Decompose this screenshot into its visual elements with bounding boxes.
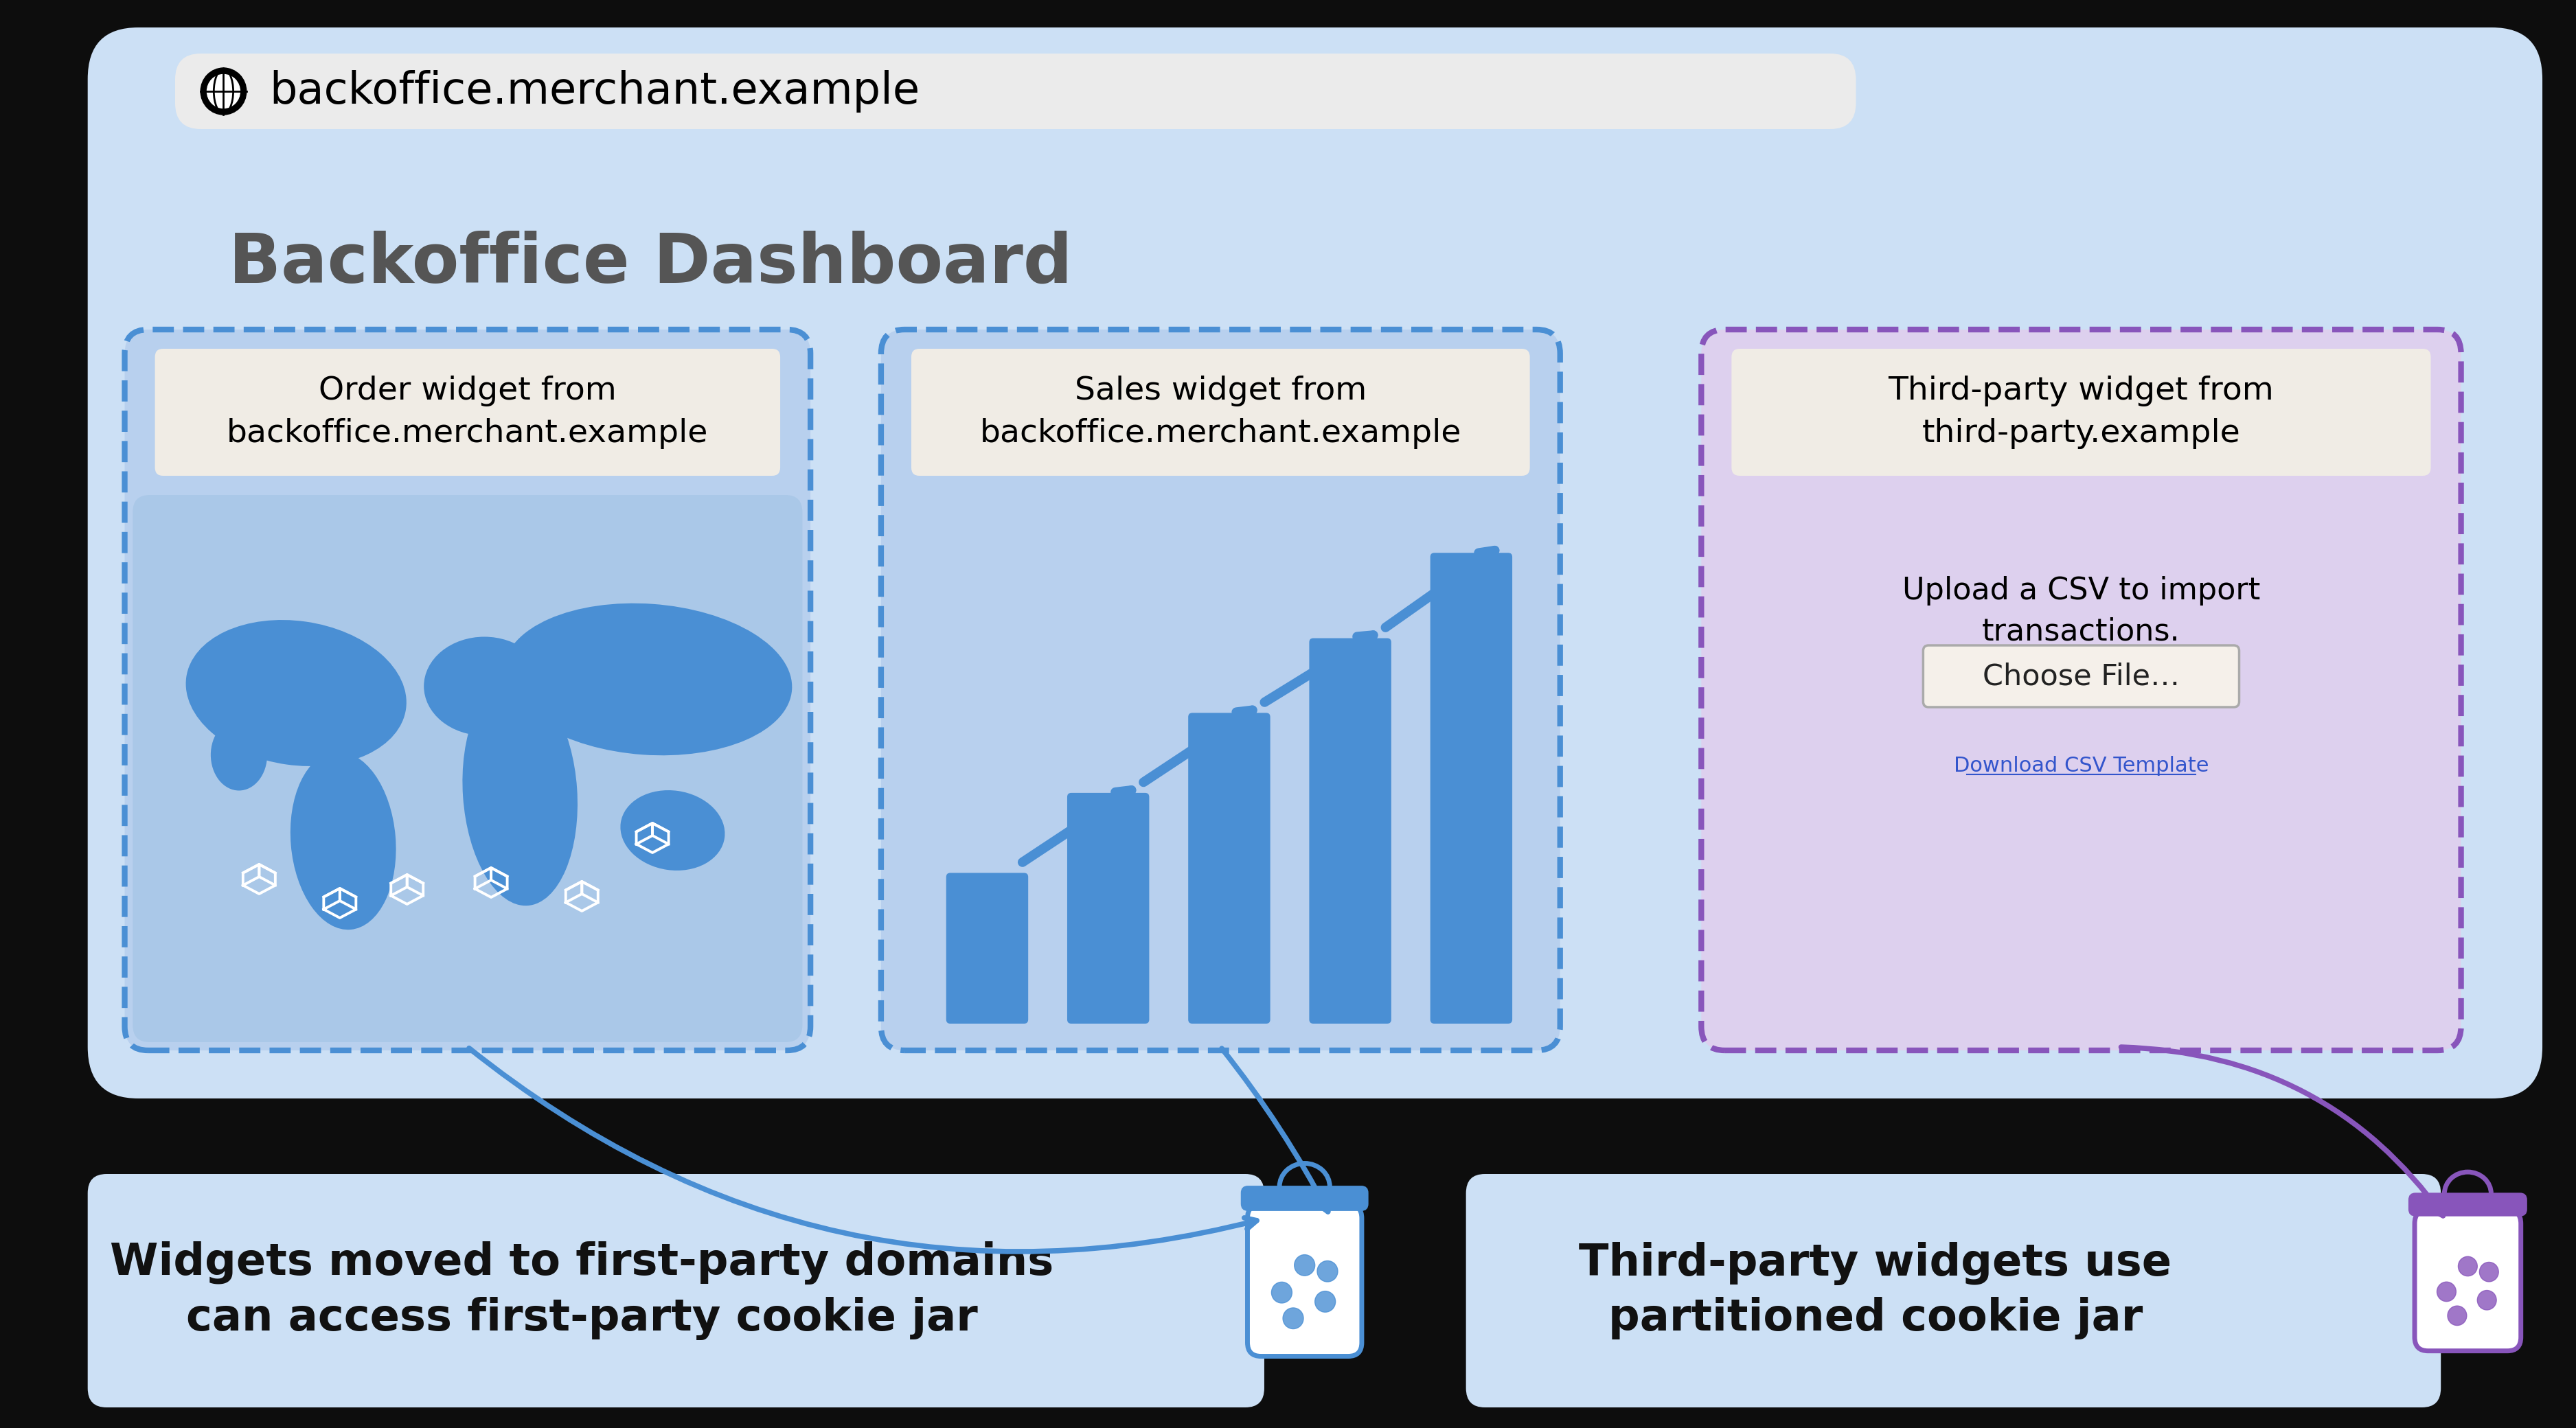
Text: Download CSV Template: Download CSV Template xyxy=(1953,755,2208,775)
Circle shape xyxy=(2481,1262,2499,1282)
FancyBboxPatch shape xyxy=(1247,1205,1363,1357)
Circle shape xyxy=(2458,1257,2478,1277)
FancyBboxPatch shape xyxy=(2409,1194,2527,1215)
FancyBboxPatch shape xyxy=(88,1174,1265,1408)
Text: backoffice.merchant.example: backoffice.merchant.example xyxy=(270,70,920,113)
Circle shape xyxy=(2447,1305,2468,1325)
FancyBboxPatch shape xyxy=(134,496,801,1042)
FancyBboxPatch shape xyxy=(2414,1210,2522,1351)
Text: Widgets moved to first-party domains
can access first-party cookie jar: Widgets moved to first-party domains can… xyxy=(111,1241,1054,1339)
Ellipse shape xyxy=(211,720,268,791)
FancyBboxPatch shape xyxy=(1188,713,1270,1024)
Text: Backoffice Dashboard: Backoffice Dashboard xyxy=(229,230,1072,297)
FancyBboxPatch shape xyxy=(155,348,781,476)
Circle shape xyxy=(201,69,247,114)
Ellipse shape xyxy=(502,603,791,755)
Text: Third-party widget from
third-party.example: Third-party widget from third-party.exam… xyxy=(1888,376,2275,450)
FancyBboxPatch shape xyxy=(912,348,1530,476)
Ellipse shape xyxy=(464,680,577,905)
FancyBboxPatch shape xyxy=(124,330,811,1051)
FancyBboxPatch shape xyxy=(175,54,1855,129)
FancyBboxPatch shape xyxy=(1700,330,2460,1051)
Circle shape xyxy=(1293,1255,1314,1275)
Circle shape xyxy=(1314,1291,1334,1312)
FancyBboxPatch shape xyxy=(1242,1187,1368,1210)
Text: Upload a CSV to import
transactions.: Upload a CSV to import transactions. xyxy=(1901,575,2259,647)
Text: Choose File…: Choose File… xyxy=(1984,661,2179,691)
FancyBboxPatch shape xyxy=(1309,638,1391,1024)
Text: Sales widget from
backoffice.merchant.example: Sales widget from backoffice.merchant.ex… xyxy=(979,376,1461,450)
Ellipse shape xyxy=(291,751,397,930)
FancyBboxPatch shape xyxy=(945,873,1028,1024)
Circle shape xyxy=(2478,1291,2496,1309)
Circle shape xyxy=(1273,1282,1293,1302)
Ellipse shape xyxy=(621,790,724,871)
FancyBboxPatch shape xyxy=(1430,553,1512,1024)
Text: Order widget from
backoffice.merchant.example: Order widget from backoffice.merchant.ex… xyxy=(227,376,708,450)
FancyBboxPatch shape xyxy=(88,27,2543,1098)
Ellipse shape xyxy=(425,637,546,735)
FancyBboxPatch shape xyxy=(1924,645,2239,707)
Ellipse shape xyxy=(185,620,407,767)
FancyBboxPatch shape xyxy=(1466,1174,2442,1408)
Circle shape xyxy=(1316,1261,1337,1282)
Circle shape xyxy=(1283,1308,1303,1329)
Circle shape xyxy=(2437,1282,2455,1301)
FancyBboxPatch shape xyxy=(1066,793,1149,1024)
Text: Third-party widgets use
partitioned cookie jar: Third-party widgets use partitioned cook… xyxy=(1579,1242,2172,1339)
Circle shape xyxy=(206,74,240,109)
FancyBboxPatch shape xyxy=(1731,348,2432,476)
FancyBboxPatch shape xyxy=(881,330,1561,1051)
